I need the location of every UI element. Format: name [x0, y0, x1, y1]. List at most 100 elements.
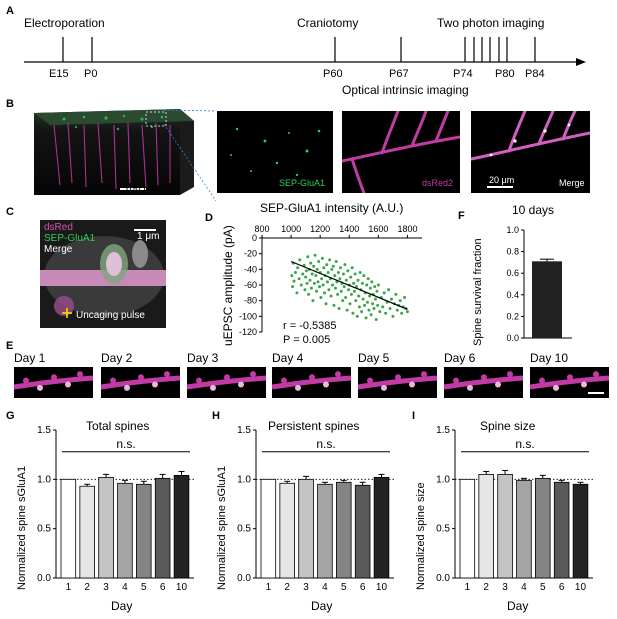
bar	[553, 481, 570, 579]
scatter-point	[378, 310, 382, 314]
scatter-point	[336, 270, 340, 274]
scatter-point	[347, 288, 351, 292]
y-tick-label: 0.0	[237, 573, 251, 584]
bar	[279, 482, 295, 579]
scatter-point	[363, 303, 367, 307]
significance-label: n.s.	[316, 437, 335, 451]
total-spines-chart: 0.0 0.5 1.0 1.5 n.s. 1 2 3 4 5 6 10	[37, 425, 194, 593]
panel-label-d: D	[205, 212, 213, 224]
y-tick-label: 1.0	[436, 474, 450, 485]
scatter-point	[354, 299, 358, 303]
scatter-y-tick-label: -100	[239, 311, 257, 321]
scatter-point	[338, 277, 342, 281]
scatter-point	[317, 260, 321, 263]
label-uncaging: Uncaging pulse	[76, 310, 145, 321]
scatter-point	[323, 291, 327, 295]
scatter-point	[352, 289, 356, 293]
scatter-point	[381, 305, 385, 309]
scatter-x-tick-label: 1400	[339, 224, 359, 234]
scatter-point	[351, 311, 355, 315]
scatter-point	[360, 281, 364, 285]
x-tick-label: 5	[540, 582, 546, 593]
dendrite-image	[358, 367, 437, 398]
scatter-point	[292, 279, 296, 283]
panel-label-b: B	[6, 98, 14, 110]
x-tick-label: 3	[502, 582, 508, 593]
label-sep-glua1-c: SEP-GluA1	[44, 233, 96, 244]
scatter-point	[362, 274, 366, 278]
label-dsred2: dsRed2	[422, 178, 454, 188]
scatter-point	[376, 303, 380, 307]
bar	[478, 474, 494, 579]
scatter-point	[353, 272, 357, 276]
dendrite-image	[444, 367, 523, 398]
bar	[516, 479, 532, 579]
bar	[336, 481, 352, 579]
x-tick-label: 4	[122, 582, 128, 593]
x-tick-label: 3	[103, 582, 109, 593]
scatter-point	[320, 277, 324, 281]
significance-label: n.s.	[116, 437, 135, 451]
label-merge-c: Merge	[44, 244, 73, 255]
day-label: Day 3	[187, 351, 219, 365]
bar	[173, 474, 190, 579]
bar	[298, 478, 314, 579]
scatter-point	[324, 302, 328, 306]
scatter-point	[365, 283, 369, 287]
scatter-point	[343, 263, 347, 267]
day-label: Day 1	[14, 351, 46, 365]
image-merge: 20 μm Merge	[471, 111, 590, 193]
scatter-point	[296, 266, 300, 270]
x-tick-label: 1	[66, 582, 72, 593]
panel-label-c: C	[6, 206, 14, 218]
bar	[354, 484, 371, 579]
x-tick-label: 10	[575, 582, 587, 593]
scatter-point	[388, 307, 392, 310]
day-label: Day 10	[530, 351, 569, 365]
survival-y-tick-label: 0.2	[506, 311, 519, 321]
dendrite-image	[14, 367, 93, 398]
tick-label-p80: P80	[495, 68, 515, 80]
scatter-point	[305, 281, 309, 285]
bar	[136, 483, 152, 579]
bar	[459, 478, 476, 579]
scatter-point	[373, 297, 377, 301]
scatter-point	[298, 258, 302, 262]
survival-bar	[532, 261, 562, 338]
survival-y-tick-label: 1.0	[506, 225, 519, 235]
scatter-point	[310, 272, 314, 276]
scatter-point	[330, 267, 334, 271]
scatter-y-tick-label: -120	[239, 327, 257, 337]
scatter-point	[364, 316, 368, 320]
scatter-point	[331, 264, 335, 268]
scatter-point	[389, 297, 393, 301]
scatter-point	[290, 274, 294, 278]
image-uncaging: dsRed SEP-GluA1 Merge 1 μm Uncaging puls…	[40, 220, 166, 328]
scatter-point	[361, 297, 365, 301]
x-tick-label: 4	[322, 582, 328, 593]
scatter-point	[405, 310, 409, 314]
scatter-point	[317, 285, 321, 289]
scatter-plot: 800 1000 1200 1400 1600 1800 0 -20 -40 -60 -80 -100…	[239, 224, 422, 337]
panel-label-i: I	[412, 410, 416, 422]
significance-label: n.s.	[515, 437, 534, 451]
spine-size-title: Spine size	[480, 419, 536, 433]
scatter-point	[334, 260, 338, 263]
scatter-x-tick-label: 1800	[397, 224, 417, 234]
bar	[60, 478, 77, 579]
scatter-point	[368, 294, 372, 298]
scatter-point	[304, 269, 308, 273]
scatter-point	[355, 285, 359, 289]
label-merge: Merge	[559, 178, 585, 188]
y-tick-label: 0.0	[436, 573, 450, 584]
scatter-point	[352, 281, 356, 285]
h-x-label: Day	[311, 599, 333, 613]
bar	[260, 478, 277, 579]
volume-render-3d	[34, 109, 194, 195]
panel-label-e: E	[6, 340, 14, 352]
scatter-point	[293, 270, 297, 274]
scatter-point	[365, 300, 369, 304]
tick-label-p74: P74	[453, 68, 473, 80]
x-tick-label: 10	[176, 582, 188, 593]
